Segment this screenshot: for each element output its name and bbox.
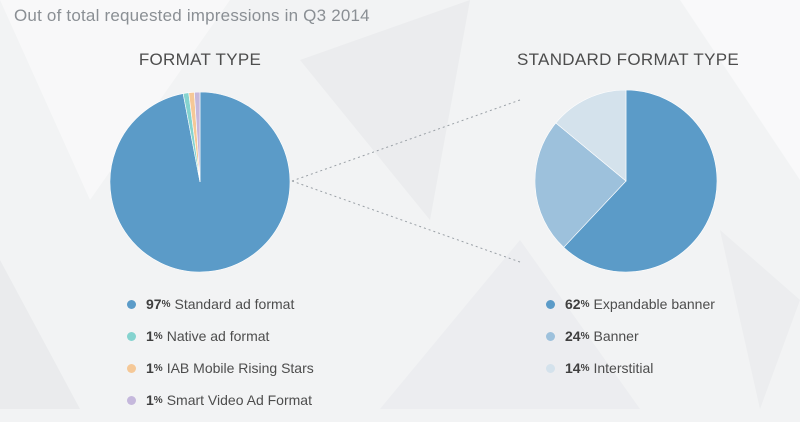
percent-sign: % <box>580 362 590 374</box>
pie-chart-standard-format-type <box>535 90 717 272</box>
pie-connector-lines <box>291 99 521 263</box>
legend-dot <box>127 395 136 405</box>
percent-sign: % <box>153 330 163 342</box>
legend-value: 1 <box>146 392 154 408</box>
legend-item-expandable-banner: 62% Expandable banner <box>546 294 715 314</box>
legend-label: Expandable banner <box>593 296 715 312</box>
chart-title-format-type: FORMAT TYPE <box>138 50 262 69</box>
legend-dot <box>546 331 555 341</box>
legend-dot <box>546 299 555 309</box>
legend-dot <box>546 363 555 373</box>
legend-value: 14 <box>565 360 581 376</box>
legend-label: Banner <box>593 328 639 344</box>
percent-sign: % <box>161 298 171 310</box>
legend-format-type: 97% Standard ad format 1% Native ad form… <box>127 294 314 422</box>
legend-standard-format-type: 62% Expandable banner 24% Banner 14% Int… <box>546 294 715 390</box>
background-decoration <box>0 0 800 409</box>
pie-chart-format-type <box>110 92 290 272</box>
percent-sign: % <box>153 362 163 374</box>
pie-slice-banner <box>535 122 627 248</box>
legend-dot <box>127 331 136 341</box>
pie-slice-expandable-banner <box>563 90 717 272</box>
legend-value: 62 <box>565 296 581 312</box>
pie-slice-smart-video-ad-format <box>194 92 201 183</box>
chart-title-standard-format-type: STANDARD FORMAT TYPE <box>517 50 739 69</box>
legend-value: 1 <box>146 360 154 376</box>
legend-label: Interstitial <box>593 360 654 376</box>
connector-line-top <box>291 99 521 182</box>
legend-label: Native ad format <box>166 328 270 344</box>
legend-label: Smart Video Ad Format <box>166 392 312 408</box>
percent-sign: % <box>580 298 590 310</box>
connector-line-bottom <box>291 180 521 263</box>
legend-item-interstitial: 14% Interstitial <box>546 358 715 378</box>
legend-dot <box>127 299 136 309</box>
legend-label: IAB Mobile Rising Stars <box>166 360 314 376</box>
legend-value: 97 <box>146 296 162 312</box>
legend-item-standard-ad-format: 97% Standard ad format <box>127 294 314 314</box>
legend-value: 24 <box>565 328 581 344</box>
legend-value: 1 <box>146 328 154 344</box>
page-title: Out of total requested impressions in Q3… <box>14 6 370 25</box>
legend-dot <box>127 363 136 373</box>
legend-label: Standard ad format <box>174 296 295 312</box>
pie-slice-interstitial <box>555 90 627 182</box>
percent-sign: % <box>153 394 163 406</box>
legend-item-banner: 24% Banner <box>546 326 715 346</box>
legend-item-smart-video-ad-format: 1% Smart Video Ad Format <box>127 390 314 410</box>
legend-item-iab-mobile-rising-stars: 1% IAB Mobile Rising Stars <box>127 358 314 378</box>
percent-sign: % <box>580 330 590 342</box>
legend-item-native-ad-format: 1% Native ad format <box>127 326 314 346</box>
